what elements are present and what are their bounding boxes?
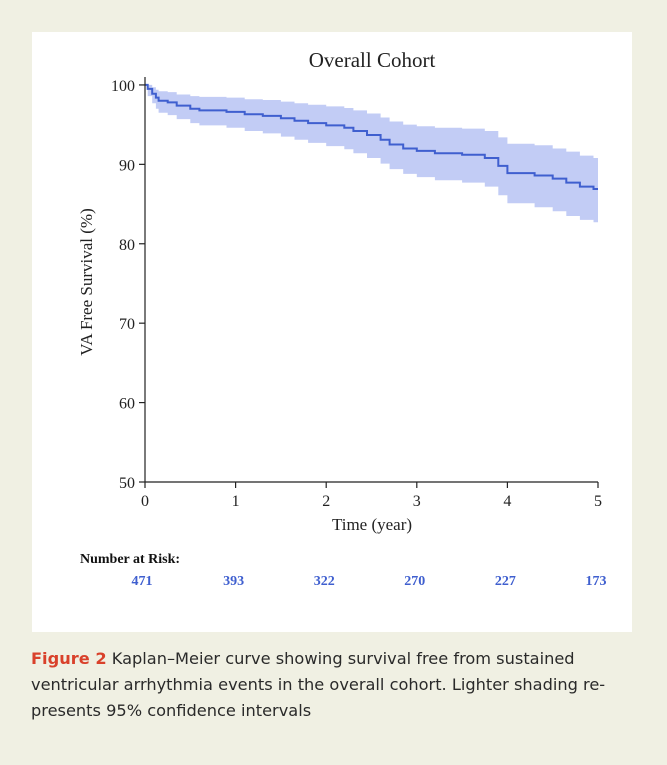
chart-title: Overall Cohort [309, 48, 436, 72]
chart-area: 0 1 2 3 4 5 50 60 70 80 90 100 Overall Cohort Time … [32, 32, 632, 632]
y-tick-label: 100 [111, 78, 135, 95]
survival-curve [145, 83, 598, 190]
risk-count: 393 [223, 574, 244, 589]
caption-line-1: Figure 2 Kaplan–Meier curve showing surv… [31, 646, 636, 672]
y-tick-label: 90 [119, 157, 135, 174]
x-tick-label: 1 [232, 493, 240, 510]
x-tick-label: 4 [503, 493, 511, 510]
x-tick-label: 2 [322, 493, 330, 510]
y-tick-label: 70 [119, 316, 135, 333]
risk-count: 471 [132, 574, 153, 589]
figure-caption: Figure 2 Kaplan–Meier curve showing surv… [31, 646, 636, 724]
x-tick-label: 3 [413, 493, 421, 510]
risk-table: 471 393 322 270 227 173 [132, 574, 607, 589]
km-chart: 0 1 2 3 4 5 50 60 70 80 90 100 Overall Cohort Time … [77, 48, 607, 589]
risk-count: 227 [495, 574, 516, 589]
x-tick-label: 5 [594, 493, 602, 510]
caption-text-1: Kaplan–Meier curve showing survival free… [111, 649, 575, 668]
risk-count: 322 [314, 574, 335, 589]
y-tick-label: 60 [119, 396, 135, 413]
risk-count: 270 [404, 574, 425, 589]
risk-count: 173 [586, 574, 607, 589]
y-tick-label: 80 [119, 237, 135, 254]
y-tick-label: 50 [119, 475, 135, 492]
x-tick-label: 0 [141, 493, 149, 510]
x-axis-label: Time (year) [332, 515, 412, 534]
y-axis-label: VA Free Survival (%) [77, 208, 96, 355]
risk-table-title: Number at Risk: [80, 552, 180, 567]
confidence-band [145, 84, 598, 224]
caption-line-3: presents 95% confidence intervals [31, 701, 312, 720]
caption-line-2: ventricular arrhythmia events in the ove… [31, 675, 606, 694]
figure-label: Figure 2 [31, 649, 107, 668]
